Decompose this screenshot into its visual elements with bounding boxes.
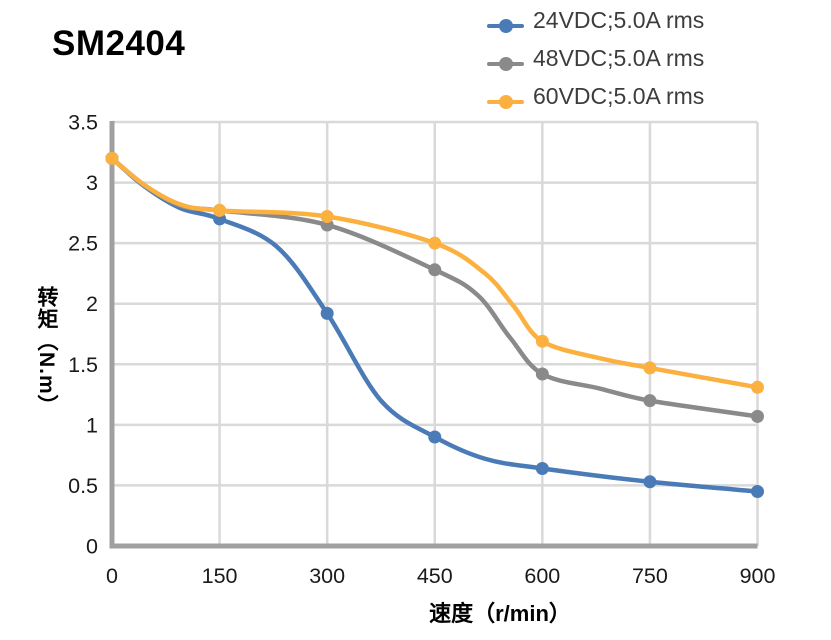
- x-tick-label: 900: [740, 564, 776, 588]
- data-point-marker: [643, 394, 657, 408]
- legend-dot-icon: [498, 57, 513, 71]
- y-tick-label: 1.5: [68, 353, 98, 377]
- data-point-marker: [751, 409, 764, 423]
- x-tick-label: 450: [417, 564, 453, 588]
- legend-label: 48VDC;5.0A rms: [533, 44, 705, 71]
- y-tick-label: 0: [86, 535, 98, 559]
- x-axis-title: 速度（r/min）: [429, 601, 571, 626]
- data-point-marker: [320, 209, 334, 223]
- data-point-marker: [751, 484, 764, 498]
- x-tick-label: 0: [106, 564, 118, 588]
- data-point-marker: [213, 203, 227, 217]
- data-point-marker: [751, 380, 764, 394]
- legend: 24VDC;5.0A rms 48VDC;5.0A rms 60VDC;5.0A…: [487, 3, 704, 113]
- data-point-marker: [105, 151, 119, 165]
- legend-dot-icon: [498, 19, 513, 33]
- x-tick-label: 150: [202, 564, 238, 588]
- legend-label: 60VDC;5.0A rms: [533, 82, 705, 109]
- x-tick-label: 300: [309, 564, 345, 588]
- series-line-2: [109, 156, 760, 390]
- chart-title: SM2404: [52, 24, 186, 63]
- legend-item-24vdc: 24VDC;5.0A rms: [487, 3, 704, 37]
- y-tick-label: 2.5: [68, 232, 98, 256]
- data-point-marker: [643, 361, 657, 375]
- data-point-marker: [428, 430, 442, 444]
- data-point-marker: [320, 306, 334, 320]
- data-point-marker: [535, 461, 549, 475]
- legend-dot-icon: [498, 95, 513, 109]
- legend-label: 24VDC;5.0A rms: [533, 6, 705, 33]
- y-tick-label: 0.5: [68, 474, 98, 498]
- legend-line-marker-icon: [487, 57, 524, 71]
- x-tick-label: 600: [524, 564, 560, 588]
- data-point-marker: [428, 263, 442, 277]
- y-axis-title: 转矩（N.m）: [35, 285, 58, 417]
- y-tick-label: 2: [86, 292, 98, 316]
- legend-line-marker-icon: [487, 19, 524, 33]
- legend-line-marker-icon: [487, 95, 524, 109]
- x-tick-label: 750: [632, 564, 668, 588]
- data-point-marker: [643, 475, 657, 489]
- legend-item-48vdc: 48VDC;5.0A rms: [487, 41, 704, 75]
- data-point-marker: [428, 236, 442, 250]
- legend-item-60vdc: 60VDC;5.0A rms: [487, 79, 704, 113]
- y-tick-label: 3: [86, 171, 98, 195]
- y-tick-label: 1: [86, 413, 98, 437]
- data-point-marker: [535, 334, 549, 348]
- series-line-0: [109, 156, 760, 494]
- y-tick-label: 3.5: [68, 111, 98, 135]
- data-point-marker: [535, 367, 549, 381]
